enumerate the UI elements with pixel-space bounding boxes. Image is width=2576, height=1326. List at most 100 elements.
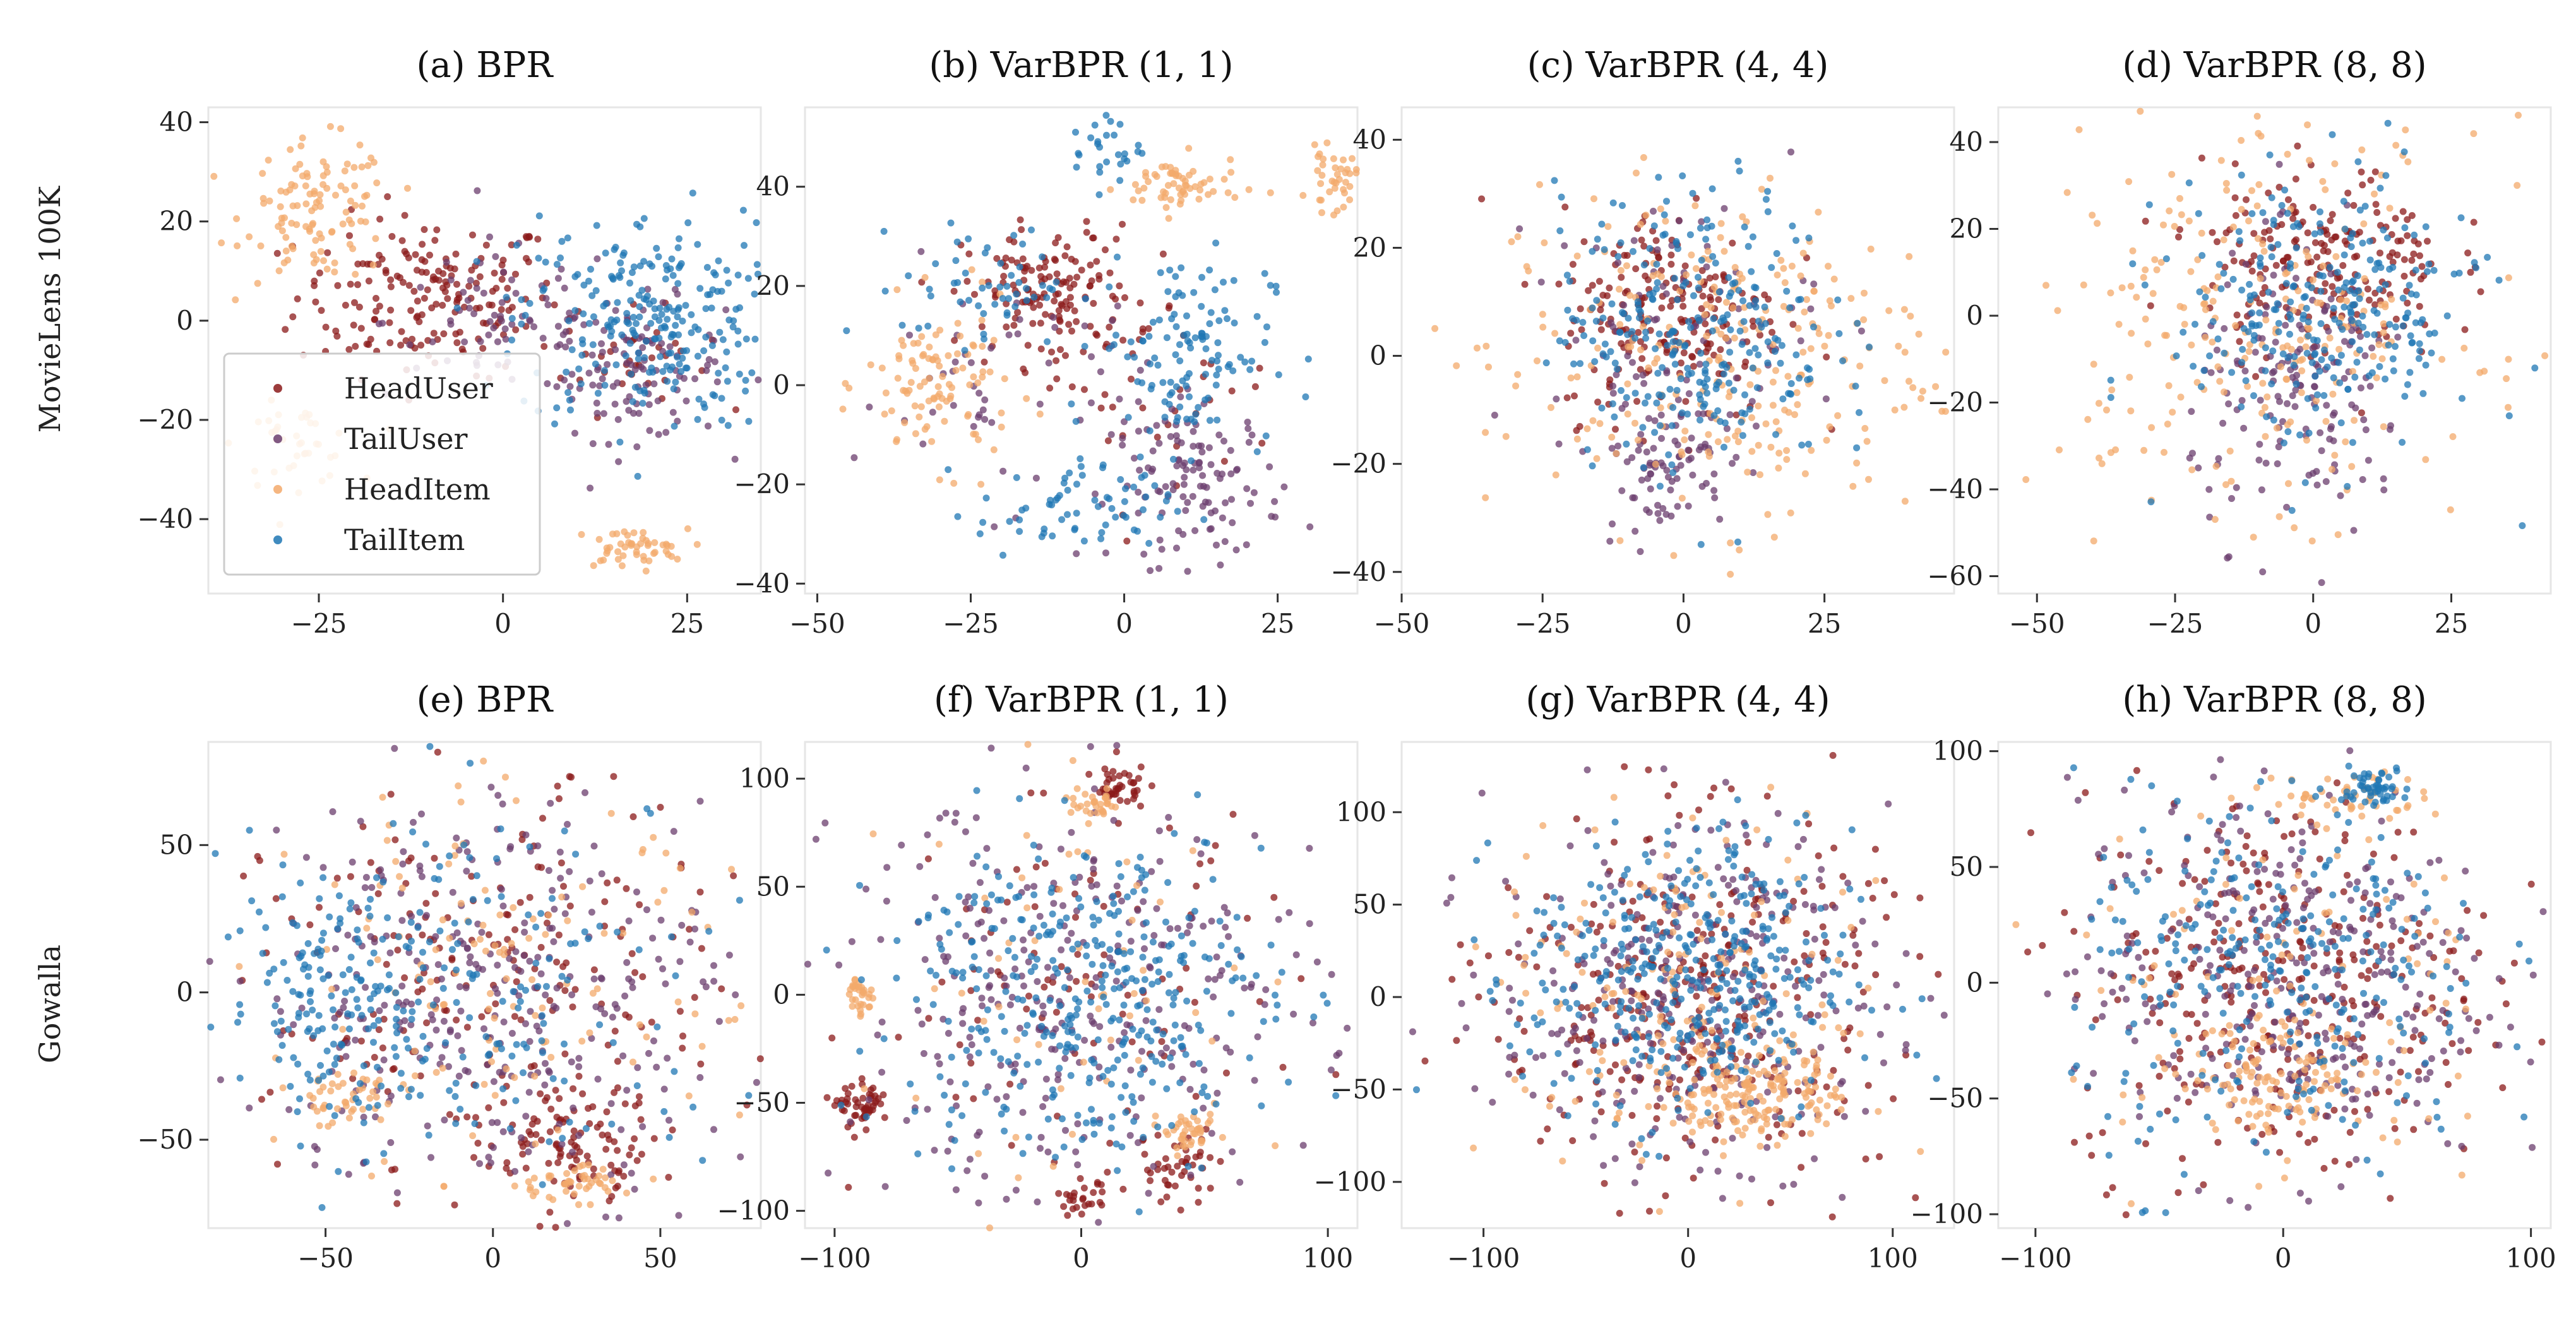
data-point [1205,394,1212,402]
data-point [630,529,638,537]
data-point [1720,316,1728,324]
data-point [965,235,972,242]
data-point [850,454,858,462]
data-point [934,357,941,364]
data-point [1804,441,1812,448]
data-point [948,384,955,391]
data-point [325,1068,333,1076]
data-point [2471,259,2478,266]
data-point [1621,251,1628,259]
data-point [588,351,596,359]
data-point [398,237,406,244]
data-point [1167,433,1174,440]
data-point [559,331,567,338]
data-point [372,235,379,242]
data-point [1801,470,1809,477]
data-point [2417,319,2424,326]
data-point [1720,443,1727,451]
data-point [691,925,698,933]
data-point [2296,345,2304,353]
data-point [1826,297,1834,304]
data-point [323,946,330,953]
data-point [342,186,349,194]
data-point [1901,498,1909,505]
data-point [1652,237,1660,244]
data-point [1514,233,1522,241]
data-point [639,845,647,853]
data-point [494,962,501,969]
x-tick-label: 0 [2305,608,2322,639]
data-point [449,946,456,953]
data-point [1708,327,1716,335]
data-point [565,317,573,325]
data-point [1072,914,1079,921]
data-point [1116,177,1124,184]
data-point [1127,338,1135,345]
data-point [1703,480,1710,487]
data-point [494,792,502,799]
data-point [339,971,347,979]
data-point [997,1061,1005,1069]
data-point [289,919,296,926]
data-point [1179,292,1186,299]
data-point [331,1061,338,1068]
data-point [2250,332,2258,339]
data-point [1756,471,1763,479]
data-point [833,1097,840,1104]
data-point [2505,355,2512,363]
data-point [2323,302,2330,310]
data-point [625,917,633,924]
data-point [1856,362,1864,370]
data-point [2245,348,2253,355]
data-point [544,301,552,309]
data-point [1213,416,1221,424]
data-point [620,1173,628,1180]
data-point [297,1142,304,1150]
data-point [1155,439,1163,447]
data-point [588,1035,595,1042]
data-point [436,863,443,870]
data-point [1717,220,1725,227]
data-point [655,253,662,261]
data-point [1154,361,1162,369]
data-point [2289,392,2296,400]
data-point [1072,128,1079,136]
data-point [1478,195,1486,203]
y-tick-label: −60 [1927,561,1983,592]
y-tick-label: 40 [160,107,193,138]
data-point [494,989,501,997]
data-point [1785,409,1792,416]
panel-title: (b) VarBPR (1, 1) [929,45,1233,86]
data-point [651,335,659,342]
data-point [566,383,574,390]
data-point [1573,435,1581,443]
data-point [1053,270,1061,278]
data-point [1799,249,1807,257]
data-point [696,1074,704,1081]
data-point [1739,432,1746,439]
data-point [1128,375,1135,383]
data-point [683,397,690,405]
data-point [1679,302,1687,310]
data-point [508,314,516,322]
data-point [1039,282,1046,289]
data-point [628,978,636,986]
data-point [2263,303,2270,311]
data-point [736,897,743,904]
data-point [1736,546,1743,554]
data-point [1139,337,1147,345]
data-point [1342,179,1349,186]
data-point [2195,464,2202,472]
data-point [234,1018,241,1026]
data-point [302,854,310,861]
data-point [1705,431,1712,438]
data-point [1262,432,1270,439]
data-point [579,1090,587,1097]
data-point [1331,184,1339,192]
data-point [2364,285,2371,293]
data-point [1306,845,1313,852]
y-tick-label: −20 [1330,448,1386,479]
data-point [439,284,446,292]
data-point [482,947,489,955]
data-point [526,893,534,901]
